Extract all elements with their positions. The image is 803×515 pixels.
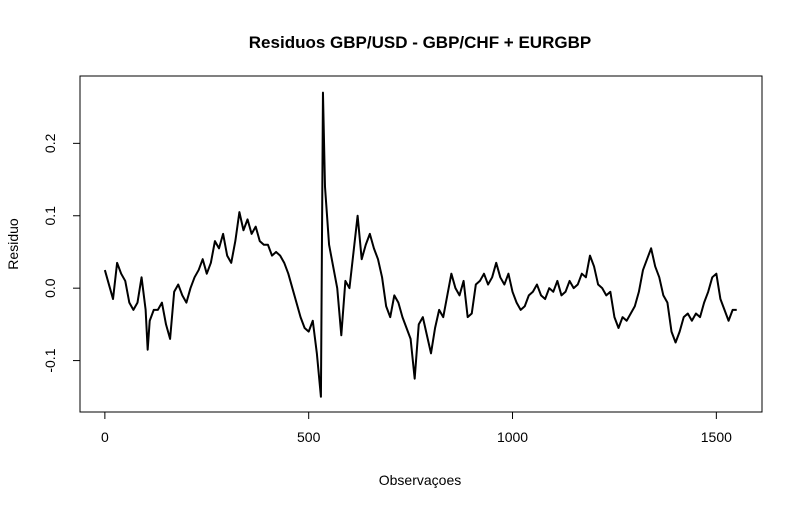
x-tick-label: 1500 [701, 429, 732, 445]
y-tick-label: 0.0 [42, 278, 58, 298]
y-tick-label: 0.1 [42, 206, 58, 226]
x-tick-label: 500 [297, 429, 321, 445]
chart-title: Residuos GBP/USD - GBP/CHF + EURGBP [249, 33, 591, 52]
y-axis-label: Residuo [5, 218, 21, 270]
x-tick-label: 1000 [497, 429, 528, 445]
y-tick-label: -0.1 [42, 348, 58, 372]
y-tick-label: 0.2 [42, 133, 58, 153]
x-axis-label: Observaçoes [379, 472, 461, 488]
x-tick-label: 0 [101, 429, 109, 445]
series-line [103, 91, 737, 398]
